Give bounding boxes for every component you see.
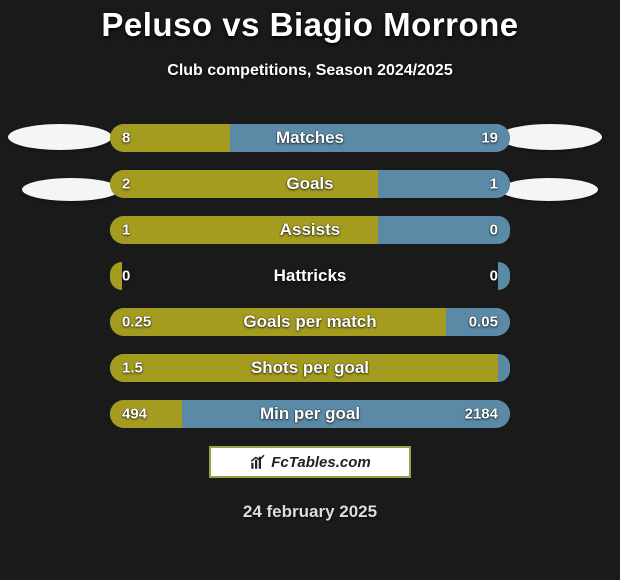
bar-player1 bbox=[110, 262, 122, 290]
stat-value-player2: 1 bbox=[490, 176, 498, 193]
subtitle: Club competitions, Season 2024/2025 bbox=[0, 62, 620, 80]
bar-player2 bbox=[498, 216, 510, 244]
bar-player1 bbox=[110, 308, 446, 336]
stat-row: Assists10 bbox=[110, 216, 510, 244]
stat-row: Min per goal4942184 bbox=[110, 400, 510, 428]
stat-row: Goals21 bbox=[110, 170, 510, 198]
bar-player2 bbox=[182, 400, 510, 428]
bar-player2 bbox=[498, 262, 510, 290]
bar-player2 bbox=[498, 354, 510, 382]
comparison-bars: Matches819Goals21Assists10Hattricks00Goa… bbox=[0, 124, 620, 446]
page-title: Peluso vs Biagio Morrone bbox=[0, 0, 620, 44]
chart-icon bbox=[249, 453, 267, 471]
bar-player1 bbox=[110, 354, 498, 382]
stat-value-player1: 1 bbox=[122, 222, 130, 239]
stat-value-player2: 2184 bbox=[465, 406, 498, 423]
stat-value-player1: 494 bbox=[122, 406, 147, 423]
bar-track bbox=[110, 262, 510, 290]
branding-badge: FcTables.com bbox=[209, 446, 411, 478]
stat-value-player1: 0 bbox=[122, 268, 130, 285]
branding-label: FcTables.com bbox=[271, 454, 370, 471]
date-label: 24 february 2025 bbox=[0, 502, 620, 522]
bar-player1 bbox=[110, 170, 378, 198]
stat-value-player1: 8 bbox=[122, 130, 130, 147]
stat-value-player1: 0.25 bbox=[122, 314, 151, 331]
stat-row: Matches819 bbox=[110, 124, 510, 152]
stat-row: Shots per goal1.5 bbox=[110, 354, 510, 382]
stat-value-player2: 0 bbox=[490, 268, 498, 285]
bar-player1 bbox=[110, 216, 378, 244]
stat-value-player2: 0.05 bbox=[469, 314, 498, 331]
stat-value-player2: 19 bbox=[481, 130, 498, 147]
stat-value-player2: 0 bbox=[490, 222, 498, 239]
stat-value-player1: 1.5 bbox=[122, 360, 143, 377]
stat-row: Hattricks00 bbox=[110, 262, 510, 290]
bar-player2 bbox=[230, 124, 510, 152]
stat-value-player1: 2 bbox=[122, 176, 130, 193]
stat-row: Goals per match0.250.05 bbox=[110, 308, 510, 336]
